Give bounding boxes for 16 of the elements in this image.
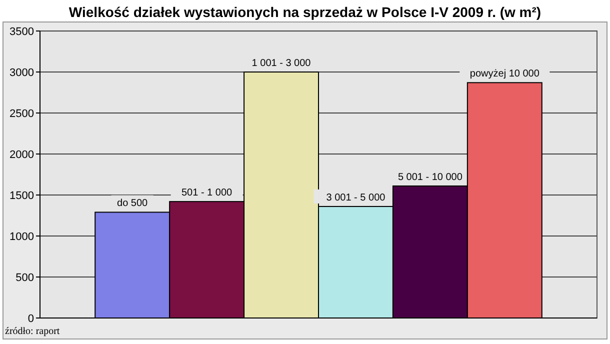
chart-title: Wielkość działek wystawionych na sprzedaż w Polsce I-V 2009 r. (w m²) xyxy=(68,4,542,20)
text: źródło: raport xyxy=(5,326,60,337)
x-tick-label: 5 001 - 10 000 xyxy=(398,172,463,183)
y-tick-label: 3000 xyxy=(10,66,34,79)
x-tick-label: 3 001 - 5 000 xyxy=(326,192,386,204)
y-tick-label: 1000 xyxy=(10,230,34,243)
y-tick-label: 2000 xyxy=(10,148,34,161)
x-tick-label: 1 001 - 3 000 xyxy=(252,58,312,69)
y-tick-label: 2500 xyxy=(10,108,34,120)
y-tick-label: 3500 xyxy=(10,26,34,38)
y-tick-label: 500 xyxy=(16,272,34,284)
y-tick-label: 1500 xyxy=(10,190,34,202)
x-tick-label: powyżej 10 000 xyxy=(470,68,540,80)
y-tick-label: 0 xyxy=(28,312,34,325)
x-tick-label: 501 - 1 000 xyxy=(181,188,233,199)
x-tick-label: do 500 xyxy=(117,198,148,210)
